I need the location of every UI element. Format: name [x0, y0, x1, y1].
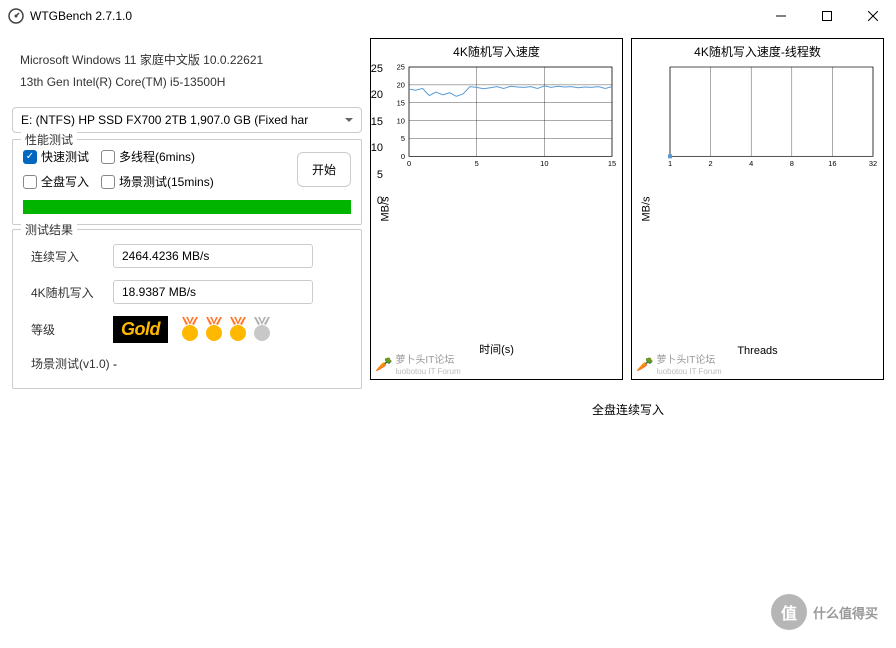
medals: [180, 317, 272, 343]
chart2-ylabel: MB/s: [641, 196, 653, 221]
drive-select-value: E: (NTFS) HP SSD FX700 2TB 1,907.0 GB (F…: [21, 113, 308, 127]
checkbox-icon: [101, 150, 115, 164]
maximize-button[interactable]: [804, 0, 850, 32]
checkbox-icon: [101, 175, 115, 189]
svg-text:4: 4: [749, 159, 753, 168]
os-info: Microsoft Windows 11 家庭中文版 10.0.22621: [20, 50, 354, 72]
svg-text:10: 10: [397, 116, 405, 125]
seq-write-value: 2464.4236 MB/s: [113, 244, 313, 268]
svg-text:25: 25: [397, 63, 405, 72]
chart-4k-speed: 4K随机写入速度 0510152025051015 MB/s 时间(s) 🥕萝卜…: [370, 38, 623, 380]
multithread-checkbox[interactable]: 多线程(6mins): [101, 148, 214, 165]
svg-text:8: 8: [790, 159, 794, 168]
chart1-title: 4K随机写入速度: [371, 39, 622, 64]
chart2-xlabel: Threads: [737, 345, 777, 357]
carrot-icon: 🥕: [375, 356, 392, 373]
svg-text:16: 16: [828, 159, 836, 168]
quick-test-label: 快速测试: [41, 148, 89, 165]
watermark-text: 什么值得买: [813, 603, 878, 622]
forum-logo: 🥕萝卜头IT论坛luobotou IT Forum: [636, 351, 722, 377]
window-title: WTGBench 2.7.1.0: [30, 9, 758, 23]
results-fieldset: 测试结果 连续写入 2464.4236 MB/s 4K随机写入 18.9387 …: [12, 229, 362, 389]
seq-write-label: 连续写入: [31, 248, 113, 265]
svg-text:2: 2: [709, 159, 713, 168]
grade-label: 等级: [31, 321, 113, 338]
svg-text:5: 5: [401, 134, 405, 143]
grade-badge: Gold: [113, 316, 168, 343]
right-panel: 4K随机写入速度 0 5 10 15 20 25 0 5 10 15 MB/s 时间(s) 🥕萝卜…: [370, 38, 884, 389]
forum-logo: 🥕萝卜头IT论坛luobotou IT Forum: [375, 351, 461, 377]
results-legend: 测试结果: [21, 221, 77, 238]
left-panel: Microsoft Windows 11 家庭中文版 10.0.22621 13…: [12, 38, 362, 389]
multithread-label: 多线程(6mins): [119, 148, 195, 165]
checkbox-icon: [23, 150, 37, 164]
random-write-label: 4K随机写入: [31, 284, 113, 301]
svg-text:15: 15: [608, 159, 616, 168]
watermark: 值 什么值得买: [771, 594, 878, 630]
chart1-plot: 0510152025051015: [409, 67, 612, 169]
minimize-button[interactable]: [758, 0, 804, 32]
titlebar: WTGBench 2.7.1.0: [0, 0, 896, 32]
drive-select[interactable]: E: (NTFS) HP SSD FX700 2TB 1,907.0 GB (F…: [12, 107, 362, 133]
performance-fieldset: 性能测试 快速测试 多线程(6mins) 开始 全盘写入 场景测试(15mins…: [12, 139, 362, 225]
random-write-value: 18.9387 MB/s: [113, 280, 313, 304]
cpu-info: 13th Gen Intel(R) Core(TM) i5-13500H: [20, 72, 354, 94]
svg-text:20: 20: [397, 81, 405, 90]
svg-text:1: 1: [668, 159, 672, 168]
chart2-plot: 12481632: [670, 67, 873, 169]
progress-bar: [23, 200, 351, 214]
carrot-icon: 🥕: [636, 356, 653, 373]
app-icon: [8, 8, 24, 24]
svg-text:10: 10: [540, 159, 548, 168]
quick-test-checkbox[interactable]: 快速测试: [23, 148, 89, 165]
scenario-result-value: -: [113, 357, 117, 371]
chart2-title: 4K随机写入速度-线程数: [632, 39, 883, 64]
fullwrite-label: 全盘写入: [41, 173, 89, 190]
bottom-chart-title: 全盘连续写入: [360, 401, 896, 418]
chart-4k-threads: 4K随机写入速度-线程数 1 2 4 8 16 32 MB/s Threads 🥕萝卜头I…: [631, 38, 884, 380]
performance-legend: 性能测试: [21, 131, 77, 148]
window-buttons: [758, 0, 896, 32]
close-button[interactable]: [850, 0, 896, 32]
scenario-label: 场景测试(15mins): [119, 173, 214, 190]
fullwrite-checkbox[interactable]: 全盘写入: [23, 173, 89, 190]
svg-text:0: 0: [401, 152, 405, 161]
watermark-icon: 值: [771, 594, 807, 630]
start-button[interactable]: 开始: [297, 152, 351, 187]
checkbox-icon: [23, 175, 37, 189]
svg-text:0: 0: [407, 159, 411, 168]
scenario-checkbox[interactable]: 场景测试(15mins): [101, 173, 214, 190]
svg-text:32: 32: [869, 159, 877, 168]
scenario-result-label: 场景测试(v1.0): [31, 355, 113, 372]
svg-text:15: 15: [397, 98, 405, 107]
chart1-xlabel: 时间(s): [479, 341, 514, 357]
svg-text:5: 5: [475, 159, 479, 168]
